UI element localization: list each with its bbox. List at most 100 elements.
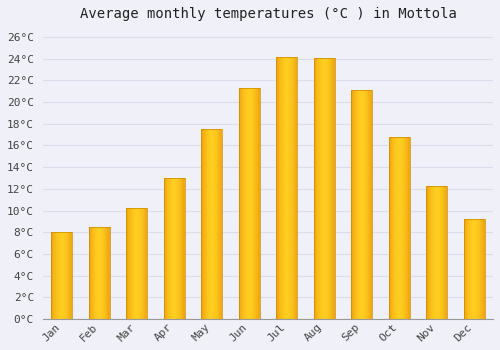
Bar <box>68 232 70 319</box>
Bar <box>60 232 61 319</box>
Bar <box>363 90 364 319</box>
Bar <box>481 219 482 319</box>
Bar <box>206 129 207 319</box>
Bar <box>58 232 59 319</box>
Bar <box>276 57 277 319</box>
Bar <box>52 232 72 319</box>
Bar <box>65 232 66 319</box>
Bar <box>316 58 318 319</box>
Bar <box>98 227 99 319</box>
Bar <box>177 178 178 319</box>
Bar <box>139 208 140 319</box>
Bar <box>170 178 171 319</box>
Bar <box>352 90 353 319</box>
Bar <box>97 227 98 319</box>
Bar <box>218 129 220 319</box>
Bar <box>291 57 292 319</box>
Bar <box>359 90 360 319</box>
Bar <box>277 57 278 319</box>
Bar <box>290 57 291 319</box>
Bar <box>128 208 129 319</box>
Bar <box>427 186 428 319</box>
Bar <box>53 232 54 319</box>
Bar <box>353 90 354 319</box>
Bar <box>239 88 240 319</box>
Bar <box>207 129 208 319</box>
Bar <box>286 57 287 319</box>
Bar <box>434 186 436 319</box>
Bar <box>176 178 177 319</box>
Bar <box>278 57 279 319</box>
Bar <box>250 88 252 319</box>
Bar <box>239 88 260 319</box>
Bar <box>100 227 102 319</box>
Bar <box>406 137 407 319</box>
Bar <box>55 232 56 319</box>
Bar <box>209 129 210 319</box>
Bar <box>292 57 293 319</box>
Bar <box>134 208 136 319</box>
Bar <box>354 90 355 319</box>
Bar <box>440 186 441 319</box>
Bar <box>314 58 334 319</box>
Bar <box>215 129 216 319</box>
Bar <box>129 208 130 319</box>
Bar <box>331 58 332 319</box>
Bar <box>329 58 330 319</box>
Bar <box>356 90 357 319</box>
Bar <box>389 137 409 319</box>
Bar <box>208 129 209 319</box>
Bar <box>352 90 372 319</box>
Bar <box>94 227 95 319</box>
Bar <box>52 232 53 319</box>
Bar <box>144 208 145 319</box>
Bar <box>394 137 395 319</box>
Bar <box>244 88 245 319</box>
Bar <box>140 208 141 319</box>
Bar <box>174 178 175 319</box>
Bar <box>407 137 408 319</box>
Bar <box>370 90 372 319</box>
Bar <box>214 129 215 319</box>
Bar <box>470 219 471 319</box>
Bar <box>392 137 393 319</box>
Bar <box>181 178 182 319</box>
Bar <box>361 90 362 319</box>
Bar <box>180 178 181 319</box>
Bar <box>96 227 97 319</box>
Bar <box>437 186 438 319</box>
Bar <box>473 219 474 319</box>
Bar <box>102 227 104 319</box>
Bar <box>256 88 257 319</box>
Bar <box>89 227 110 319</box>
Bar <box>330 58 331 319</box>
Bar <box>131 208 132 319</box>
Bar <box>389 137 390 319</box>
Bar <box>138 208 139 319</box>
Bar <box>355 90 356 319</box>
Bar <box>145 208 146 319</box>
Bar <box>95 227 96 319</box>
Bar <box>91 227 92 319</box>
Bar <box>204 129 205 319</box>
Bar <box>248 88 250 319</box>
Bar <box>320 58 321 319</box>
Bar <box>396 137 397 319</box>
Bar <box>466 219 468 319</box>
Bar <box>106 227 107 319</box>
Bar <box>54 232 55 319</box>
Bar <box>171 178 172 319</box>
Bar <box>182 178 183 319</box>
Bar <box>404 137 405 319</box>
Bar <box>284 57 286 319</box>
Bar <box>126 208 147 319</box>
Bar <box>391 137 392 319</box>
Bar <box>294 57 295 319</box>
Bar <box>328 58 329 319</box>
Bar <box>480 219 481 319</box>
Bar <box>444 186 445 319</box>
Bar <box>428 186 429 319</box>
Bar <box>362 90 363 319</box>
Bar <box>242 88 243 319</box>
Bar <box>247 88 248 319</box>
